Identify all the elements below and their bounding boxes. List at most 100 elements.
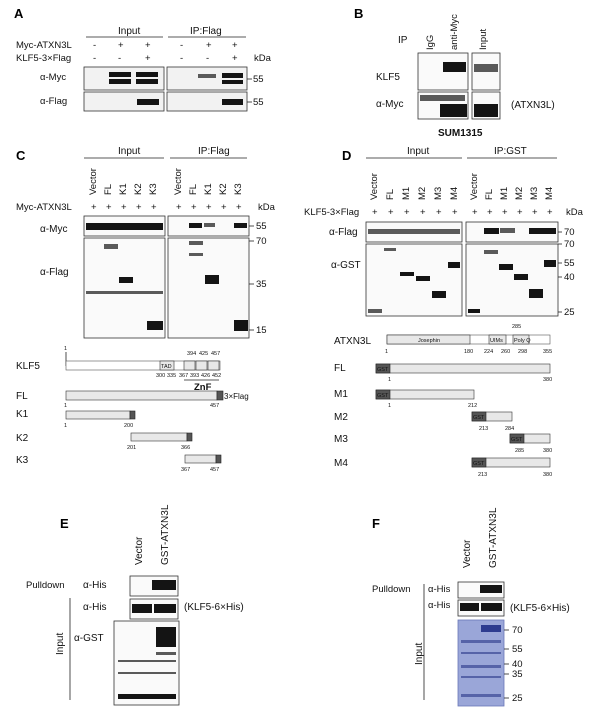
band bbox=[119, 277, 133, 283]
panel-c-blot1-label: α-Myc bbox=[40, 224, 67, 235]
klf5-bottom-1: 300 bbox=[156, 373, 165, 379]
panel-c-k2-label: K2 bbox=[16, 433, 29, 444]
panel-f-marker-25: 25 bbox=[512, 693, 523, 704]
panel-d-kda: kDa bbox=[566, 207, 584, 218]
band bbox=[118, 672, 176, 674]
panel-c-lane: K2 bbox=[218, 183, 229, 195]
panel-d-blot2-label: α-GST bbox=[331, 260, 361, 271]
panel-e-blot1-label: α-His bbox=[83, 580, 107, 591]
atxn3l-bottom-180: 180 bbox=[464, 349, 473, 355]
panel-a-sign-r1-6: + bbox=[232, 40, 238, 51]
panel-d-marker-70a: 70 bbox=[564, 227, 575, 238]
band bbox=[189, 253, 203, 256]
atxn3l-josephin-label: Josephin bbox=[418, 338, 440, 344]
band bbox=[460, 603, 479, 611]
fl-end: 457 bbox=[210, 403, 219, 409]
panel-c-sign: + bbox=[151, 202, 157, 213]
panel-d-marker-40: 40 bbox=[564, 272, 575, 283]
band bbox=[484, 250, 498, 254]
panel-d-blot1-label: α-Flag bbox=[329, 227, 358, 238]
panel-b-lane-anti-myc: anti-Myc bbox=[449, 14, 460, 50]
band bbox=[118, 694, 176, 699]
panel-a-sign-r1-2: + bbox=[118, 40, 124, 51]
atxn3l-uims-domain bbox=[488, 334, 507, 345]
panel-c-klf5-label: KLF5 bbox=[16, 361, 40, 372]
d-m2-start: 213 bbox=[479, 426, 488, 432]
panel-a-marker-2: 55 bbox=[253, 97, 264, 108]
panel-c-sign: + bbox=[206, 202, 212, 213]
band bbox=[86, 223, 163, 230]
panel-a-sign-r1-1: - bbox=[93, 40, 96, 51]
band bbox=[136, 72, 158, 77]
panel-c-label: C bbox=[16, 148, 26, 163]
panel-a-blot-flag-ip bbox=[166, 91, 248, 112]
panel-e-blot3-label: α-GST bbox=[74, 633, 104, 644]
panel-c-sign: + bbox=[121, 202, 127, 213]
d-m1-gst-tag bbox=[375, 389, 391, 400]
band bbox=[529, 228, 556, 234]
panel-b-blot2-label: α-Myc bbox=[376, 99, 403, 110]
d-fl-gst-label: GST bbox=[377, 367, 389, 373]
d-m1-end: 212 bbox=[468, 403, 477, 409]
panel-c-k1-label: K1 bbox=[16, 409, 29, 420]
panel-c-construct-diagram: KLF5 1 TAD 394 425 457 300 335 367 393 4… bbox=[16, 346, 249, 473]
panel-d-signs: + + + + + + + + + + + + bbox=[372, 207, 553, 218]
panel-a-blot-myc-input bbox=[83, 66, 165, 91]
panel-e-label: E bbox=[60, 516, 69, 531]
panel-a-row1-label: Myc-ATXN3L bbox=[16, 40, 72, 51]
band bbox=[189, 223, 202, 228]
panel-a-blot-flag-input bbox=[83, 91, 165, 112]
klf5-full-bar bbox=[65, 360, 221, 371]
klf5-bottom-4: 393 bbox=[190, 373, 199, 379]
panel-d-lane: M2 bbox=[514, 187, 525, 200]
panel-d-sign: + bbox=[487, 207, 493, 218]
panel-d-m3-label: M3 bbox=[334, 434, 348, 445]
panel-f-annotation: (KLF5-6×His) bbox=[510, 603, 570, 614]
panel-d-marker-55: 55 bbox=[564, 258, 575, 269]
panel-a-sign-r1-5: + bbox=[206, 40, 212, 51]
band bbox=[416, 276, 430, 281]
panel-d-lane-labels: Vector FL M1 M2 M3 M4 Vector FL M1 M2 M3… bbox=[369, 173, 555, 200]
panel-e-pulldown-label: Pulldown bbox=[26, 580, 65, 591]
panel-c-sign: + bbox=[136, 202, 142, 213]
panel-a-sign-r2-5: - bbox=[206, 53, 209, 64]
panel-a-sign-r2-3: + bbox=[145, 53, 151, 64]
panel-c-lane-labels: Vector FL K1 K2 K3 Vector FL K1 K2 K3 bbox=[88, 168, 244, 195]
k2-start: 201 bbox=[127, 445, 136, 451]
panel-f-coomassie-gel bbox=[457, 619, 505, 707]
band bbox=[514, 274, 528, 280]
band bbox=[222, 73, 243, 78]
panel-a-header-ip: IP:Flag bbox=[190, 26, 222, 37]
band bbox=[448, 262, 460, 268]
band bbox=[468, 309, 480, 313]
panel-c-k3-label: K3 bbox=[16, 455, 29, 466]
klf5-bottom-6: 452 bbox=[212, 373, 221, 379]
panel-c-marker-70: 70 bbox=[256, 236, 267, 247]
band bbox=[104, 244, 118, 249]
panel-d-lane: M4 bbox=[449, 187, 460, 200]
panel-d-m2-label: M2 bbox=[334, 412, 348, 423]
panel-a-sign-r2-4: - bbox=[180, 53, 183, 64]
band bbox=[529, 289, 543, 298]
panel-d-lane: M3 bbox=[529, 187, 540, 200]
d-m3-gst-tag bbox=[509, 433, 525, 444]
panel-c-header-ip: IP:Flag bbox=[198, 146, 230, 157]
band bbox=[443, 62, 466, 72]
band bbox=[147, 321, 163, 330]
d-m1-start: 1 bbox=[388, 403, 391, 409]
panel-a-marker-1: 55 bbox=[253, 74, 264, 85]
panel-c-sign: + bbox=[176, 202, 182, 213]
panel-d-lane: Vector bbox=[369, 173, 380, 200]
band bbox=[484, 228, 499, 234]
k2-flag-tag bbox=[186, 432, 193, 442]
band bbox=[400, 272, 414, 276]
panel-d-header-input: Input bbox=[407, 146, 429, 157]
panel-d-sign: + bbox=[532, 207, 538, 218]
band bbox=[132, 604, 152, 613]
atxn3l-bottom-1: 1 bbox=[385, 349, 388, 355]
panel-e-blot2-label: α-His bbox=[83, 602, 107, 613]
band bbox=[500, 228, 515, 233]
band bbox=[461, 694, 501, 697]
band bbox=[481, 625, 501, 632]
